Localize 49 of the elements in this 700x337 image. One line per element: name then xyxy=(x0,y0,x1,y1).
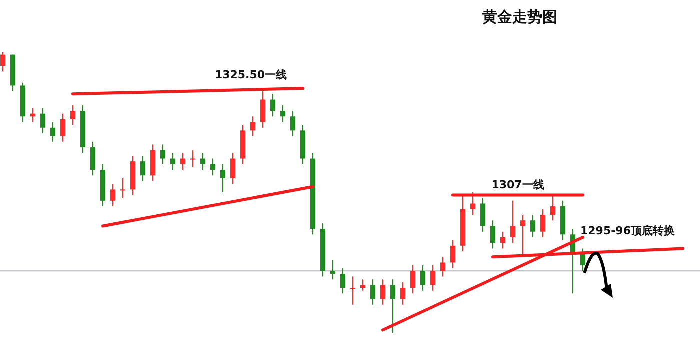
candlestick xyxy=(470,192,476,216)
candlestick xyxy=(210,158,216,176)
candlestick xyxy=(70,104,76,126)
candlestick xyxy=(390,279,396,334)
candlestick xyxy=(350,276,356,306)
candlestick xyxy=(140,155,146,182)
candlestick xyxy=(190,150,196,168)
candlestick xyxy=(450,240,456,269)
candlestick xyxy=(280,104,286,123)
candlestick xyxy=(540,208,546,238)
candlestick xyxy=(220,164,226,193)
candlestick xyxy=(550,194,556,222)
candlestick xyxy=(430,265,436,292)
candlestick xyxy=(120,178,126,199)
candlestick xyxy=(230,152,236,185)
candlestick xyxy=(260,90,266,128)
candlestick xyxy=(60,113,66,142)
annotation: 1307一线 xyxy=(492,178,544,192)
annotation: 1325.50一线 xyxy=(214,68,288,82)
candlestick xyxy=(90,141,96,176)
candlestick xyxy=(440,256,446,278)
candlestick xyxy=(200,152,206,171)
candlestick xyxy=(420,265,426,292)
candlestick xyxy=(110,184,116,208)
candlestick xyxy=(50,122,56,142)
candlestick xyxy=(370,279,376,306)
candlestick xyxy=(580,248,586,272)
candlestick xyxy=(250,116,256,137)
candlestick xyxy=(400,282,406,306)
candlestick xyxy=(170,152,176,171)
chart-title: 黄金走势图 xyxy=(482,8,558,26)
candlestick xyxy=(180,152,186,171)
candlestick xyxy=(480,198,486,232)
candlestick xyxy=(330,259,336,280)
candlestick xyxy=(490,220,496,250)
candlestick xyxy=(520,214,526,255)
candlestick xyxy=(380,279,386,306)
annotation: 1295-96顶底转换 xyxy=(580,224,675,238)
candlestick xyxy=(160,144,166,165)
candlestick xyxy=(290,110,296,137)
candlestick xyxy=(40,108,46,134)
candlestick xyxy=(360,279,366,292)
candlestick xyxy=(0,52,6,72)
candlestick xyxy=(510,200,516,244)
candlestick xyxy=(270,94,276,118)
candlestick xyxy=(410,265,416,294)
candlestick xyxy=(500,231,506,250)
candlestick xyxy=(530,214,536,238)
candlestick xyxy=(340,268,346,294)
